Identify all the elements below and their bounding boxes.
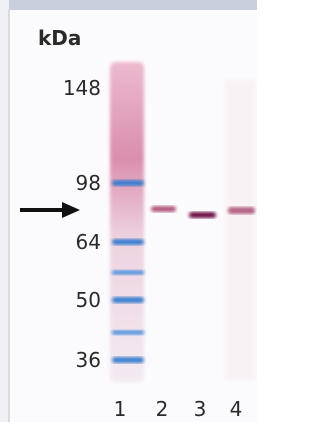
- marker-label: 98: [76, 171, 101, 195]
- unit-label: kDa: [38, 26, 81, 50]
- band-lane-3: [189, 212, 216, 218]
- lane-label: 4: [230, 397, 243, 421]
- ladder-band: [112, 270, 144, 275]
- ladder-band: [112, 330, 144, 335]
- ladder-band: [112, 239, 144, 245]
- top-border: [0, 0, 257, 10]
- left-margin: [0, 0, 9, 422]
- lane-label: 2: [156, 397, 169, 421]
- marker-label: 64: [76, 230, 101, 254]
- marker-label: 36: [76, 348, 101, 372]
- marker-label: 148: [63, 76, 101, 100]
- lane-label: 1: [114, 397, 127, 421]
- ladder-band: [112, 357, 144, 363]
- marker-label: 50: [76, 288, 101, 312]
- lane-smear: [225, 80, 255, 380]
- band-lane-4: [228, 207, 255, 214]
- ladder-band: [112, 180, 144, 186]
- band-lane-2: [151, 206, 176, 212]
- ladder-band: [112, 297, 144, 303]
- lane-label: 3: [194, 397, 207, 421]
